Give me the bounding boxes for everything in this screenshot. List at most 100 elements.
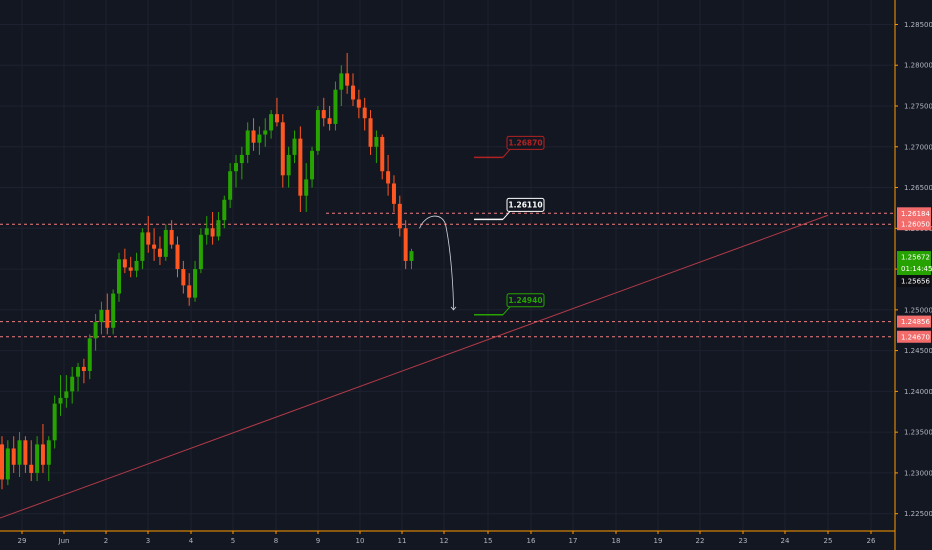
candle-body [117,259,121,294]
candle-body [298,138,303,196]
candle-down [345,53,350,94]
price-tick-label: 1.24500 [904,347,932,355]
candle-down [105,293,110,335]
candle-up [64,375,69,408]
candle-body [58,397,63,404]
price-annotations[interactable]: 1.26870 1.26110 1.24940 [474,135,545,316]
candle-body [374,136,379,147]
candle-body [111,293,116,328]
time-tick-label: 24 [781,537,790,545]
annotation-label: 1.26110 [508,201,542,210]
level-price-tag[interactable]: 1.26184 [897,207,931,220]
candle-down [187,273,192,306]
time-tick-label: 26 [867,537,876,545]
time-tick-label: 25 [824,537,833,545]
candle-up [198,228,203,274]
candle-body [122,259,127,268]
candle-body [23,440,28,465]
candle-down [362,97,367,131]
candle-body [204,228,209,235]
price-tick-label: 1.23000 [904,469,932,477]
horizontal-levels[interactable] [0,212,893,338]
candle-body [134,260,139,271]
candles [0,53,414,490]
annotation-box[interactable] [506,197,545,212]
candle-body [257,134,262,143]
candle-down [321,97,326,127]
candle-body [157,248,162,257]
level-price-tag[interactable]: 1.26050 [897,218,931,231]
candle-down [29,440,34,482]
annotation-white[interactable]: 1.26110 [474,197,545,221]
time-tick-label: 16 [527,537,536,545]
countdown-timer: 01:14:45 [901,265,932,273]
price-tick-label: 1.27000 [904,143,932,151]
candle-up [269,110,274,139]
candle-body [304,179,309,196]
candle-body [198,234,203,270]
candle-up [234,154,238,188]
candle-up [52,395,57,449]
candle-up [111,289,116,335]
candle-body [163,229,168,257]
level-price-tag[interactable]: 1.24856 [897,315,931,328]
candle-body [11,448,16,465]
candle-body [128,267,133,271]
candle-up [163,224,168,261]
candle-up [134,252,139,278]
annotation-leader [502,149,511,158]
candle-body [409,251,414,261]
candle-up [140,228,145,270]
candle-body [187,285,192,298]
time-tick-label: 22 [696,537,705,545]
candle-down [210,212,215,245]
candle-up [70,366,75,404]
candle-body [403,228,408,261]
candle-up [245,122,250,164]
time-tick-label: 23 [739,537,748,545]
candle-up [204,216,209,245]
projection-path[interactable] [419,215,457,311]
annotation-box[interactable] [506,135,545,150]
time-tick-label: 8 [274,537,278,545]
candle-body [29,464,34,473]
level-price-tag[interactable]: 1.24670 [897,330,931,343]
projection-curve[interactable] [419,215,454,310]
bid-tag-text: 1.25656 [901,278,930,286]
current-price-tag[interactable]: 1.25672 01:14:45 [897,251,932,276]
candle-body [181,269,186,286]
candle-up [35,436,40,482]
time-tick-label: 9 [316,537,320,545]
candle-down [122,248,127,274]
candle-up [310,146,315,188]
price-tick-label: 1.27500 [904,103,932,111]
candle-down [181,260,186,294]
candle-body [245,130,250,155]
candle-down [386,154,391,196]
candle-down [368,110,373,155]
price-axis[interactable]: 1.22500 1.23000 1.23500 1.24000 1.24500 1.250… [894,0,932,550]
annotation-red[interactable]: 1.26870 [474,135,545,159]
annotation-green[interactable]: 1.24940 [474,293,545,316]
candle-body [193,269,198,298]
candle-up [222,195,227,229]
candle-up [117,252,121,302]
time-tick-label: 10 [356,537,365,545]
current-tag-price: 1.25672 [901,254,930,262]
candle-down [81,358,86,384]
level-tag-bg [897,315,931,328]
candle-body [380,136,385,172]
trendline[interactable] [0,214,829,519]
time-axis[interactable]: 29 Jun 2 3 4 5 8 9 10 11 12 15 16 17 18 19 22 23 24 25 26 [0,530,895,545]
candle-body [64,391,69,398]
candle-down [251,118,256,151]
projection-arrow[interactable] [450,306,457,311]
candle-down [356,89,361,119]
candle-down [23,436,28,473]
trendline-segment[interactable] [0,214,829,519]
bid-price-tag[interactable]: 1.25656 [897,275,931,288]
candle-body [351,85,355,100]
annotation-box[interactable] [506,293,545,308]
candle-body [99,309,104,323]
